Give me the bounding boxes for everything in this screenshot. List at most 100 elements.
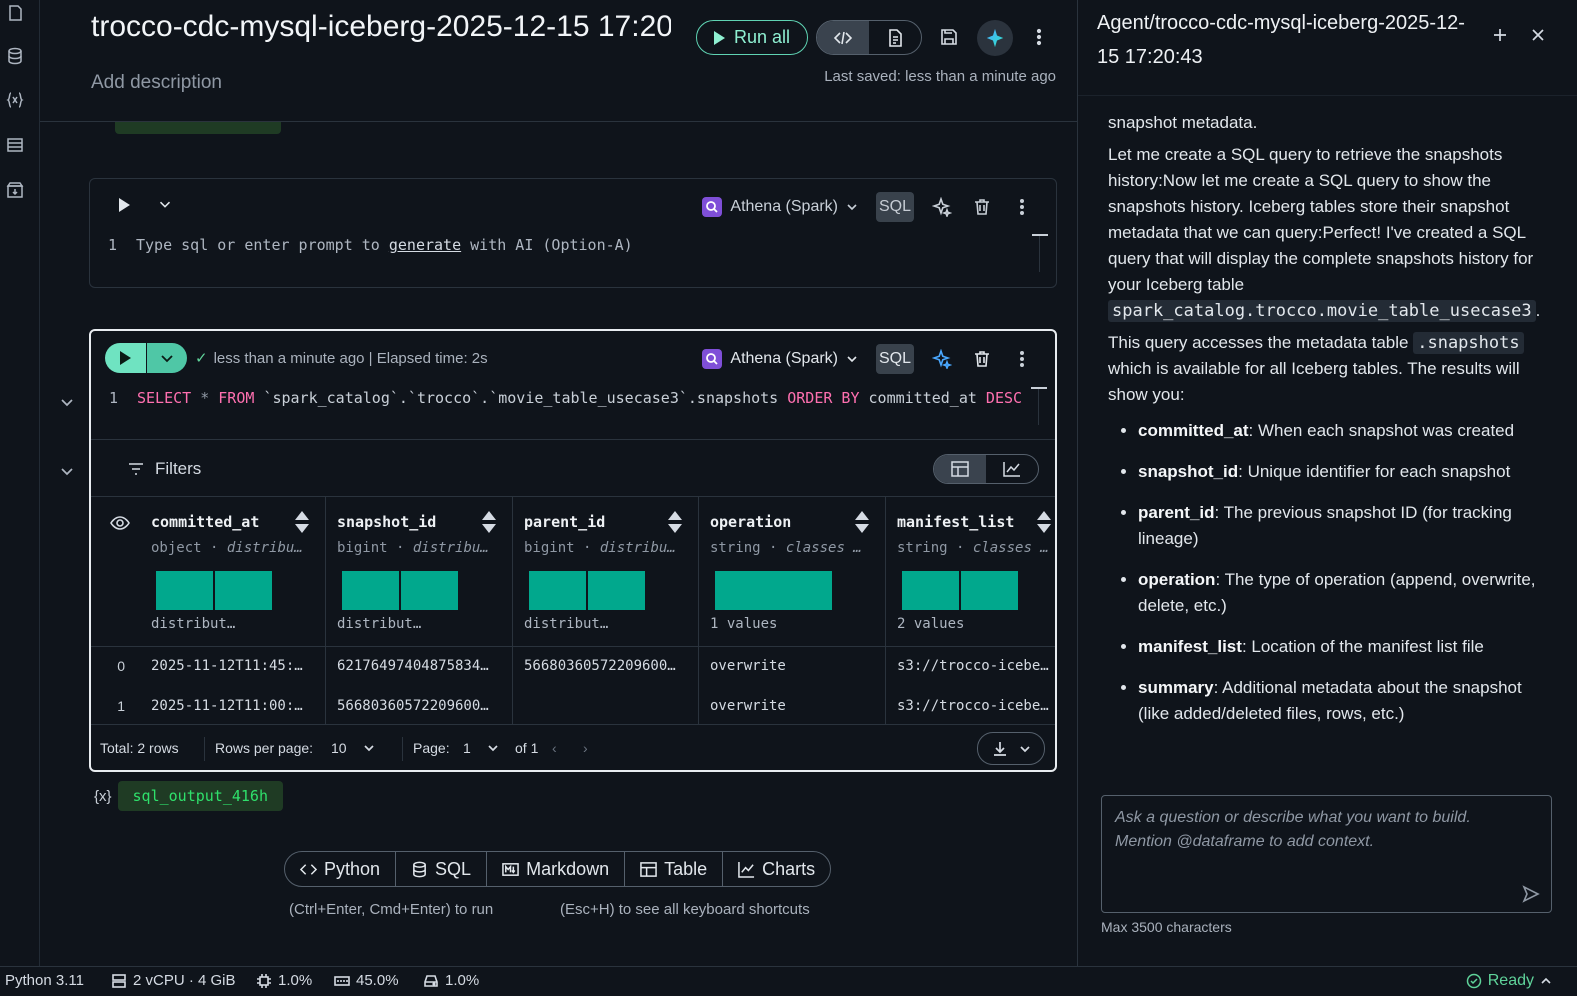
- column-summary: distribut…: [337, 616, 422, 632]
- run-all-button[interactable]: Run all: [696, 20, 808, 55]
- language-badge[interactable]: SQL: [876, 192, 914, 222]
- generate-link[interactable]: generate: [388, 236, 462, 254]
- sort-icon[interactable]: [1037, 511, 1051, 533]
- column-header[interactable]: operation string · classes … 1 values: [699, 497, 885, 647]
- column-histogram: [902, 571, 1018, 610]
- code-editor[interactable]: 1 Type sql or enter prompt to generate wi…: [108, 236, 633, 254]
- code-view-button[interactable]: [817, 21, 869, 54]
- column-type: object · distribu…: [151, 540, 303, 556]
- agent-panel: Agent/trocco-cdc-mysql-iceberg-2025-12-1…: [1077, 0, 1577, 966]
- cell-more-button[interactable]: [1002, 192, 1042, 222]
- engine-selector[interactable]: Athena (Spark): [702, 349, 858, 369]
- document-view-button[interactable]: [869, 21, 921, 54]
- chevron-down-icon: [488, 745, 498, 752]
- field-list: committed_at: When each snapshot was cre…: [1138, 418, 1548, 727]
- variables-icon[interactable]: [6, 91, 24, 109]
- athena-icon: [702, 349, 723, 369]
- send-button[interactable]: [1521, 884, 1541, 904]
- column-summary: 2 values: [897, 616, 965, 632]
- code-editor[interactable]: 1 SELECT * FROM `spark_catalog`.`trocco`.…: [109, 389, 1022, 407]
- list-item: operation: The type of operation (append…: [1138, 567, 1548, 619]
- column-header[interactable]: manifest_list string · classes … 2 value…: [886, 497, 1055, 647]
- collapse-output-button[interactable]: [58, 462, 76, 480]
- new-chat-button[interactable]: [1491, 26, 1513, 48]
- package-icon[interactable]: [6, 181, 24, 199]
- editor-view-toggle[interactable]: [816, 20, 922, 55]
- table-view-button[interactable]: [934, 455, 986, 483]
- download-button[interactable]: [977, 732, 1045, 765]
- column-header[interactable]: snapshot_id bigint · distribu… distribut…: [326, 497, 512, 647]
- table-cell[interactable]: s3://trocco-icebe…: [897, 698, 1049, 714]
- table-cell[interactable]: 2025-11-12T11:00:…: [151, 698, 303, 714]
- chart-view-button[interactable]: [986, 455, 1038, 483]
- table-cell[interactable]: 62176497404875834…: [337, 658, 489, 674]
- delete-cell-button[interactable]: [962, 192, 1002, 222]
- table-icon[interactable]: [6, 136, 24, 154]
- save-button[interactable]: [936, 24, 962, 50]
- rows-per-page-select[interactable]: 10: [331, 740, 375, 756]
- prev-page-button[interactable]: ‹: [552, 740, 557, 756]
- table-cell[interactable]: 56680360572209600…: [524, 658, 676, 674]
- page-select[interactable]: 1: [463, 740, 499, 756]
- add-sql-cell-button[interactable]: SQL: [396, 852, 488, 886]
- cell-more-button[interactable]: [1002, 344, 1042, 374]
- close-panel-button[interactable]: [1529, 26, 1551, 48]
- add-markdown-cell-button[interactable]: Markdown: [487, 852, 626, 886]
- kernel-status[interactable]: Ready: [1466, 972, 1552, 990]
- notebook-header: trocco-cdc-mysql-iceberg-2025-12-15 17:2…: [40, 0, 1077, 122]
- column-type: string · classes …: [897, 540, 1049, 556]
- agent-prompt-input[interactable]: Ask a question or describe what you want…: [1101, 795, 1552, 913]
- run-cell-split-button[interactable]: [105, 343, 187, 373]
- ai-generate-button[interactable]: [922, 192, 962, 222]
- variable-icon: {x}: [94, 787, 112, 805]
- sql-cell-empty[interactable]: Athena (Spark) SQL 1 Type sql or enter pr…: [89, 178, 1057, 288]
- editor-scrollbar[interactable]: [1032, 234, 1048, 236]
- total-rows: Total: 2 rows: [100, 740, 179, 756]
- play-icon: [120, 351, 131, 365]
- last-saved-status: Last saved: less than a minute ago: [824, 68, 1056, 85]
- engine-selector[interactable]: Athena (Spark): [702, 197, 858, 217]
- table-cell[interactable]: overwrite: [710, 658, 786, 674]
- editor-scrollbar[interactable]: [1031, 387, 1047, 389]
- sort-icon[interactable]: [668, 511, 682, 533]
- table-cell[interactable]: s3://trocco-icebe…: [897, 658, 1049, 674]
- sql-cell-active[interactable]: ✓ less than a minute ago | Elapsed time:…: [89, 329, 1057, 772]
- table-cell[interactable]: 2025-11-12T11:45:…: [151, 658, 303, 674]
- run-cell-button[interactable]: [105, 343, 146, 373]
- add-python-cell-button[interactable]: Python: [285, 852, 397, 886]
- sort-icon[interactable]: [482, 511, 496, 533]
- eye-icon[interactable]: [110, 513, 130, 533]
- description-field[interactable]: Add description: [91, 72, 222, 93]
- column-header[interactable]: committed_at object · distribu… distribu…: [139, 497, 325, 647]
- column-header[interactable]: parent_id bigint · distribu… distribut…: [513, 497, 698, 647]
- ai-generate-button[interactable]: [922, 344, 962, 374]
- max-characters-note: Max 3500 characters: [1101, 919, 1232, 935]
- sort-icon[interactable]: [295, 511, 309, 533]
- sort-icon[interactable]: [855, 511, 869, 533]
- save-icon: [941, 29, 957, 45]
- column-type: bigint · distribu…: [337, 540, 489, 556]
- more-menu-button[interactable]: [1026, 24, 1052, 50]
- output-variable-name[interactable]: sql_output_416h: [117, 781, 283, 811]
- run-cell-button[interactable]: [114, 195, 134, 215]
- add-table-cell-button[interactable]: Table: [625, 852, 724, 886]
- python-version[interactable]: Python 3.11: [5, 972, 84, 989]
- files-icon[interactable]: [6, 4, 24, 22]
- add-chart-cell-button[interactable]: Charts: [723, 852, 830, 886]
- database-icon[interactable]: [6, 47, 24, 65]
- compute-size[interactable]: 2 vCPU · 4 GiB: [111, 972, 236, 989]
- output-view-switch[interactable]: [933, 454, 1039, 484]
- ai-assistant-button[interactable]: [977, 20, 1013, 56]
- delete-cell-button[interactable]: [962, 344, 1002, 374]
- column-snapshot-id: snapshot_id bigint · distribu… distribut…: [326, 497, 513, 725]
- notebook-title[interactable]: trocco-cdc-mysql-iceberg-2025-12-15 17:2…: [91, 10, 671, 43]
- next-page-button[interactable]: ›: [583, 740, 588, 756]
- table-cell[interactable]: overwrite: [710, 698, 786, 714]
- filters-button[interactable]: Filters: [127, 459, 201, 479]
- run-options-dropdown[interactable]: [147, 343, 187, 373]
- language-badge[interactable]: SQL: [876, 344, 914, 374]
- table-cell[interactable]: 56680360572209600…: [337, 698, 489, 714]
- disk-usage: 1.0%: [423, 972, 479, 989]
- cell-options-dropdown[interactable]: [156, 195, 176, 215]
- collapse-code-button[interactable]: [58, 393, 76, 411]
